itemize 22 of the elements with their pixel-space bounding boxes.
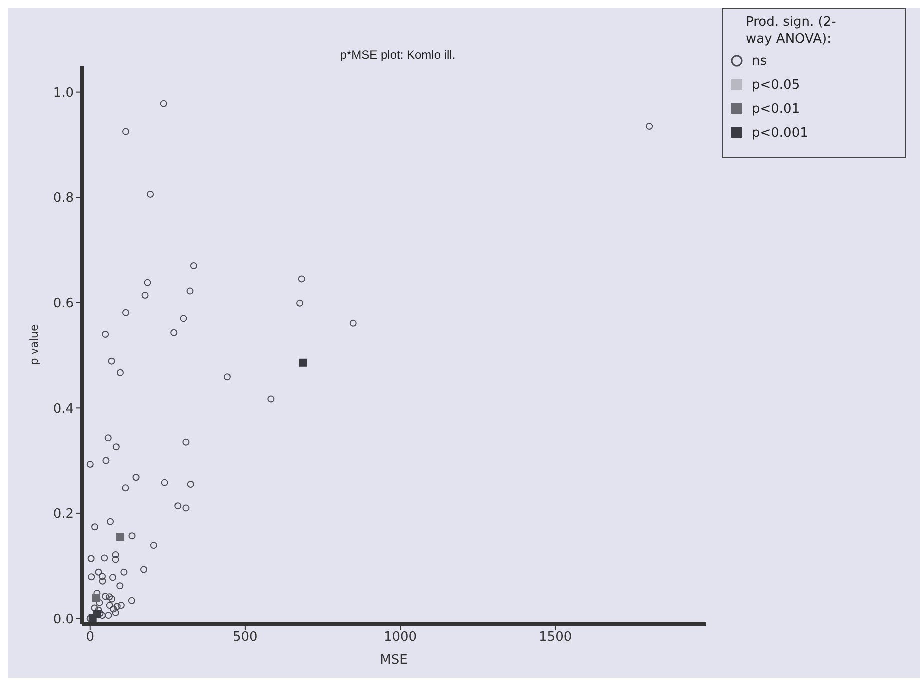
- legend-label: ns: [752, 54, 768, 69]
- point: [92, 594, 100, 602]
- x-tick-label: 0: [86, 630, 95, 646]
- point: [299, 358, 308, 367]
- y-axis-title: p value: [28, 324, 41, 366]
- x-axis-title: MSE: [380, 653, 408, 668]
- x-tick-label: 500: [233, 630, 258, 646]
- x-tick-label: 1500: [539, 630, 572, 646]
- chart-title: p*MSE plot: Komlo ill.: [339, 48, 457, 62]
- y-tick-label: 0.2: [53, 507, 74, 522]
- legend-label: p<0.001: [752, 126, 808, 141]
- legend-label: p<0.01: [752, 102, 800, 117]
- y-tick-label: 0.6: [53, 296, 74, 312]
- x-tick-label: 1000: [384, 630, 418, 646]
- y-tick-label: 0.4: [53, 402, 74, 417]
- legend-label: p<0.05: [752, 78, 800, 93]
- y-tick-label: 1.0: [53, 86, 74, 101]
- y-tick-label: 0.8: [53, 191, 74, 206]
- point: [88, 614, 97, 622]
- y-tick-label: 0.0: [53, 612, 74, 628]
- point: [116, 533, 124, 542]
- legend-title: Prod. sign. (2-way ANOVA):: [746, 14, 838, 48]
